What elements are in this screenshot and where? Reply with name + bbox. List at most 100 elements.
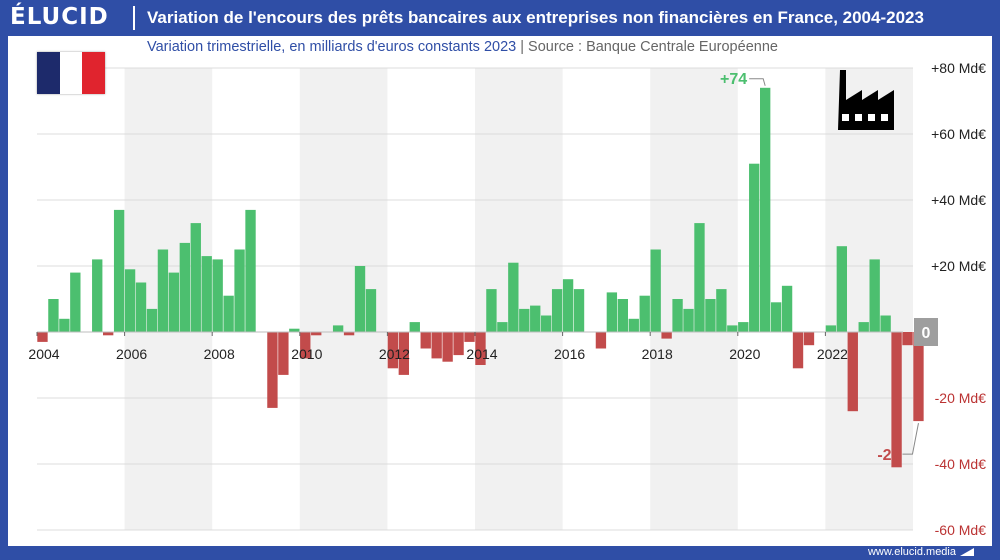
bar (716, 289, 727, 332)
bar (464, 332, 475, 342)
bar (387, 332, 399, 369)
annotation-leader (902, 423, 919, 455)
bar (300, 332, 311, 359)
y-tick-label: -40 Md€ (935, 456, 987, 472)
bar (453, 332, 464, 356)
bar (792, 332, 804, 369)
last-value-label: -27 (877, 447, 900, 464)
bar (245, 209, 256, 332)
bar (201, 256, 212, 332)
france-flag-icon (37, 52, 105, 94)
bar (562, 279, 574, 332)
zero-label-box (914, 318, 938, 346)
bar (858, 322, 869, 332)
chart-title: Variation de l'encours des prêts bancair… (147, 8, 924, 27)
header-bar: ÉLUCID Variation de l'encours des prêts … (0, 0, 1000, 36)
bar (880, 315, 891, 332)
x-tick-label: 2010 (291, 346, 322, 362)
bar (727, 325, 738, 332)
bar (103, 332, 114, 336)
bar (70, 272, 81, 332)
bar (530, 305, 541, 332)
bar (770, 302, 782, 332)
bar (157, 249, 169, 332)
bar (234, 249, 245, 332)
logo-divider (133, 6, 135, 30)
x-tick-label: 2004 (28, 346, 59, 362)
bar (891, 332, 902, 468)
bar (146, 308, 158, 332)
bar (497, 322, 508, 332)
y-tick-label: +20 Md€ (931, 258, 986, 274)
subtitle-text: Variation trimestrielle, en milliards d'… (147, 39, 517, 55)
bar (420, 332, 431, 349)
y-tick-label: +60 Md€ (931, 126, 986, 142)
flag-white-stripe (60, 52, 83, 94)
chart-subtitle: Variation trimestrielle, en milliards d'… (147, 39, 778, 55)
elucid-logo: ÉLUCID (10, 4, 109, 30)
x-tick-label: 2016 (554, 346, 585, 362)
bar (508, 262, 519, 332)
bar (409, 322, 420, 332)
bar (606, 292, 618, 332)
bar (343, 332, 355, 336)
x-tick-label: 2006 (116, 346, 147, 362)
y-tick-label: -20 Md€ (935, 390, 987, 406)
bar (190, 223, 201, 332)
bar (595, 332, 607, 349)
bar (278, 332, 289, 375)
x-tick-label: 2018 (642, 346, 673, 362)
bar (836, 246, 847, 332)
bar (475, 332, 486, 365)
bar (847, 332, 858, 412)
bar (694, 223, 705, 332)
bar (113, 209, 125, 332)
y-tick-label: 0 (922, 325, 931, 342)
subtitle-separator: | (520, 39, 525, 55)
bar (551, 289, 563, 332)
bar (332, 325, 344, 332)
bar (541, 315, 552, 332)
bar (781, 285, 793, 332)
bar (738, 322, 749, 332)
bar (311, 332, 322, 336)
bar (760, 87, 771, 332)
bar (59, 318, 70, 332)
footer-logo-mark (960, 548, 974, 556)
factory-icon (838, 70, 894, 130)
source-text: Source : Banque Centrale Européenne (528, 39, 778, 55)
x-tick-label: 2012 (379, 346, 410, 362)
bar (486, 289, 497, 332)
bar (705, 299, 716, 332)
bar (650, 249, 661, 332)
bar (179, 242, 190, 332)
bar (365, 289, 377, 332)
bar (223, 295, 234, 332)
bar (354, 266, 366, 332)
bar (431, 332, 442, 359)
x-tick-label: 2022 (817, 346, 848, 362)
y-tick-label: -60 Md€ (935, 522, 987, 538)
bar (519, 308, 530, 332)
bar (628, 318, 639, 332)
bar (749, 163, 760, 332)
bar (168, 272, 180, 332)
bar (639, 295, 650, 332)
annotation-leader (749, 78, 766, 86)
bar (135, 282, 147, 332)
bar (617, 299, 628, 332)
bar (672, 299, 683, 332)
x-tick-label: 2008 (204, 346, 235, 362)
bar (661, 332, 672, 339)
bar (48, 299, 59, 332)
y-tick-label: +40 Md€ (931, 192, 986, 208)
bar (124, 269, 136, 332)
flag-red-stripe (82, 52, 105, 94)
x-tick-label: 2014 (466, 346, 497, 362)
y-tick-label: +80 Md€ (931, 60, 986, 76)
bar (803, 332, 815, 346)
bar (37, 332, 48, 342)
x-tick-label: 2020 (729, 346, 760, 362)
bar (289, 328, 300, 332)
